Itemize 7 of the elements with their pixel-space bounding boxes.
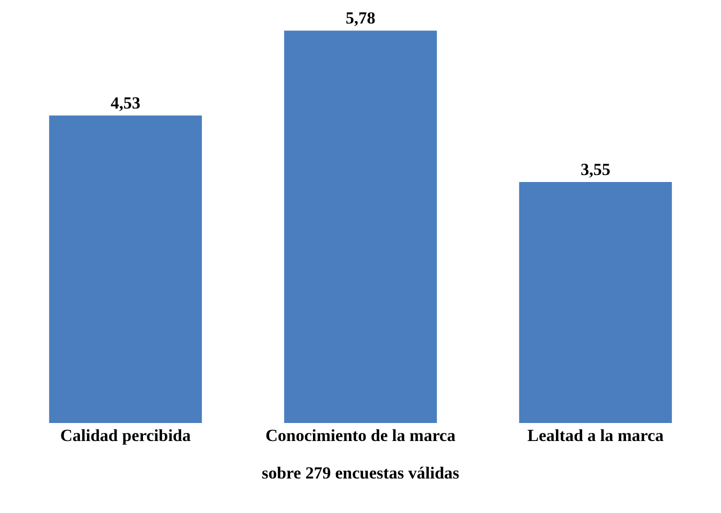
x-tick-label: Calidad percibida	[60, 426, 192, 445]
data-label: 5,78	[346, 8, 376, 28]
x-axis-title: sobre 279 encuestas válidas	[262, 463, 460, 482]
x-tick-label: Conocimiento de la marca	[266, 426, 456, 445]
data-label: 4,53	[110, 94, 140, 112]
x-tick-label: Lealtad a la marca	[527, 426, 664, 445]
data-label: 3,55	[580, 160, 610, 180]
